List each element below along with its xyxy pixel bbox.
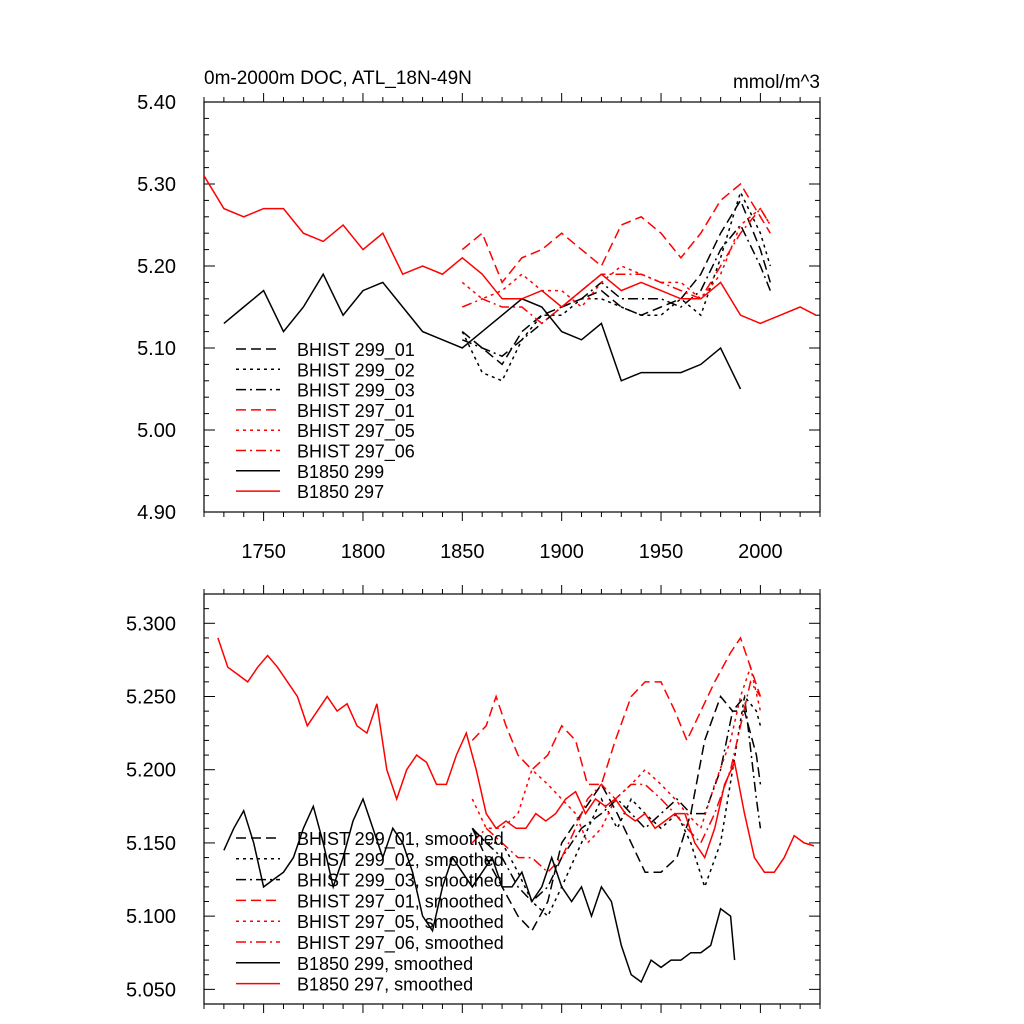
y-tick-label: 5.00 xyxy=(137,420,176,442)
x-tick-label: 1800 xyxy=(341,541,386,563)
legend-label: BHIST 299_01, smoothed xyxy=(297,829,504,850)
y-tick-label: 5.10 xyxy=(137,338,176,360)
legend-label: BHIST 297_01 xyxy=(297,401,415,422)
legend-label: BHIST 297_05 xyxy=(297,421,415,442)
legend-label: BHIST 297_05, smoothed xyxy=(297,912,504,933)
top-panel: 0m-2000m DOC, ATL_18N-49N mmol/m^3 1750 1… xyxy=(137,68,821,563)
y-tick-label: 5.30 xyxy=(137,174,176,196)
top-axes: 1750 1800 1850 1900 1950 2000 4.90 5.00 5.10 5.20… xyxy=(137,92,821,563)
x-tick-label: 1850 xyxy=(440,541,485,563)
series-line-bhist-297-06 xyxy=(462,207,771,325)
y-tick-label: 5.150 xyxy=(126,833,176,855)
y-tick-label: 5.40 xyxy=(137,92,176,114)
legend-label: B1850 297, smoothed xyxy=(297,975,473,995)
legend-label: B1850 297 xyxy=(297,482,384,502)
y-tick-label: 5.250 xyxy=(126,687,176,709)
top-plot-frame xyxy=(203,101,821,513)
y-tick-label: 5.300 xyxy=(126,613,176,635)
series-line-bhist-299-01-smoothed xyxy=(471,695,762,933)
legend-label: BHIST 297_06, smoothed xyxy=(297,933,504,954)
legend-label: BHIST 299_01 xyxy=(297,340,415,361)
bottom-series-lines xyxy=(217,636,815,984)
y-tick-label: 4.90 xyxy=(137,502,176,524)
legend-label: BHIST 297_06 xyxy=(297,442,415,463)
legend-label: B1850 299, smoothed xyxy=(297,954,473,974)
legend-label: BHIST 299_02, smoothed xyxy=(297,850,504,871)
series-line-bhist-299-02-smoothed xyxy=(471,694,762,918)
series-line-b1850-297-smoothed xyxy=(217,637,815,873)
series-line-bhist-299-01 xyxy=(461,198,772,366)
series-line-bhist-299-03 xyxy=(462,223,771,358)
bottom-axes: 5.050 5.100 5.150 5.200 5.250 5.300 xyxy=(126,585,821,1013)
x-tick-label: 1950 xyxy=(639,541,684,563)
series-line-b1850-299-smoothed xyxy=(223,796,736,984)
series-line-bhist-297-01-smoothed xyxy=(471,636,762,786)
series-line-b1850-297 xyxy=(204,175,817,325)
series-line-b1850-299 xyxy=(223,272,742,390)
series-line-bhist-297-01 xyxy=(461,182,771,284)
legend-label: BHIST 299_02 xyxy=(297,360,415,381)
legend-label: BHIST 299_03 xyxy=(297,381,415,402)
top-panel-units: mmol/m^3 xyxy=(733,72,820,93)
legend-label: BHIST 299_03, smoothed xyxy=(297,871,504,892)
series-line-bhist-299-03-smoothed xyxy=(471,694,762,903)
bottom-panel: 5.050 5.100 5.150 5.200 5.250 5.300 BHIST 299… xyxy=(126,585,821,1013)
top-panel-title: 0m-2000m DOC, ATL_18N-49N xyxy=(204,68,472,89)
y-tick-label: 5.100 xyxy=(126,906,176,928)
y-tick-label: 5.20 xyxy=(137,256,176,278)
x-tick-label: 1750 xyxy=(241,541,286,563)
legend-label: B1850 299 xyxy=(297,462,384,482)
x-tick-label: 2000 xyxy=(738,541,783,563)
y-tick-label: 5.200 xyxy=(126,760,176,782)
x-tick-label: 1900 xyxy=(539,541,584,563)
legend-label: BHIST 297_01, smoothed xyxy=(297,891,504,912)
top-series-lines xyxy=(204,175,817,390)
y-tick-label: 5.050 xyxy=(126,979,176,1001)
series-line-bhist-299-02 xyxy=(461,190,772,382)
series-line-bhist-297-05 xyxy=(461,207,771,309)
